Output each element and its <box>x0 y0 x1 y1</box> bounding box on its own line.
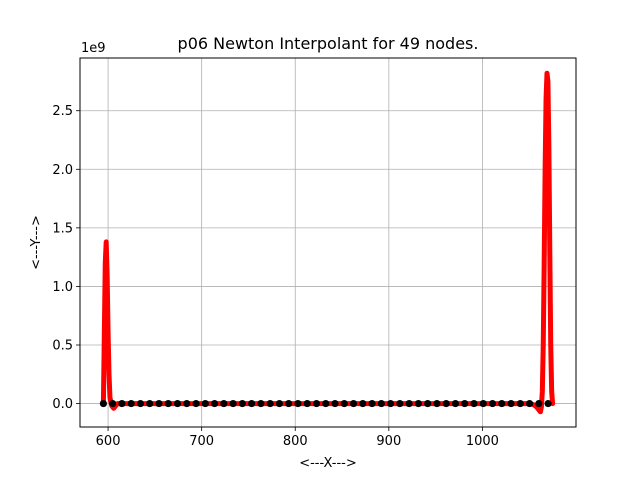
node-point <box>368 399 376 408</box>
node-point <box>173 399 182 408</box>
x-axis-label: <---X---> <box>299 456 357 471</box>
node-point <box>470 399 478 408</box>
x-tick-label: 1000 <box>466 434 499 449</box>
node-point <box>424 399 432 408</box>
y-tick-label: 0.5 <box>52 339 73 354</box>
y-axis-label: <---Y---> <box>29 215 44 270</box>
node-point <box>192 399 200 408</box>
node-point <box>377 399 385 408</box>
x-tick-label: 600 <box>96 434 121 449</box>
ticks: 600 700 800 900 1000 0.0 0.5 1.0 1.5 2.0 2.5 <box>52 104 499 449</box>
chart-title: p06 Newton Interpolant for 49 nodes. <box>178 34 479 53</box>
node-point <box>127 399 135 408</box>
node-point <box>396 399 404 408</box>
node-point <box>238 399 246 408</box>
x-tick-label: 700 <box>189 434 214 449</box>
node-point <box>525 399 534 408</box>
node-point <box>155 399 163 408</box>
node-point <box>312 399 321 408</box>
node-point <box>164 399 172 408</box>
plot-frame <box>79 57 577 428</box>
node-point <box>451 399 460 408</box>
node-point <box>118 399 126 408</box>
node-point <box>498 399 506 408</box>
node-point <box>359 399 367 408</box>
node-point <box>340 399 348 408</box>
y-tick-label: 2.0 <box>52 163 73 178</box>
node-point <box>488 399 497 408</box>
y-tick-label: 2.5 <box>52 104 73 119</box>
node-point <box>331 399 339 408</box>
node-point <box>275 399 284 408</box>
node-point <box>544 399 552 408</box>
node-point <box>146 399 154 408</box>
node-point <box>201 399 209 408</box>
node-point <box>109 399 117 408</box>
y-offset-label: 1e9 <box>81 41 106 56</box>
series-layer <box>99 70 556 415</box>
node-point <box>257 399 265 408</box>
node-point <box>461 399 469 408</box>
y-tick-label: 1.0 <box>52 280 73 295</box>
node-point <box>387 399 395 408</box>
node-point <box>479 399 487 408</box>
node-point <box>294 399 302 408</box>
node-point <box>535 399 543 408</box>
interpolant-line <box>100 70 556 415</box>
node-point <box>405 399 413 408</box>
node-point <box>136 399 145 408</box>
node-point <box>442 399 450 408</box>
node-point <box>220 399 228 408</box>
node-point <box>248 399 256 408</box>
node-point <box>433 399 441 408</box>
y-tick-label: 1.5 <box>52 221 73 236</box>
node-point <box>285 399 293 408</box>
node-point <box>414 399 423 408</box>
node-point <box>303 399 311 408</box>
node-point <box>516 399 524 408</box>
node-point <box>99 399 107 408</box>
node-point <box>229 399 237 408</box>
node-point <box>507 399 515 408</box>
x-tick-label: 900 <box>376 434 401 449</box>
grid <box>80 58 576 427</box>
node-point <box>183 399 191 408</box>
node-point <box>210 399 219 408</box>
y-tick-label: 0.0 <box>52 397 73 412</box>
node-point <box>266 399 274 408</box>
node-point <box>349 399 358 408</box>
node-point <box>322 399 330 408</box>
x-tick-label: 800 <box>283 434 308 449</box>
